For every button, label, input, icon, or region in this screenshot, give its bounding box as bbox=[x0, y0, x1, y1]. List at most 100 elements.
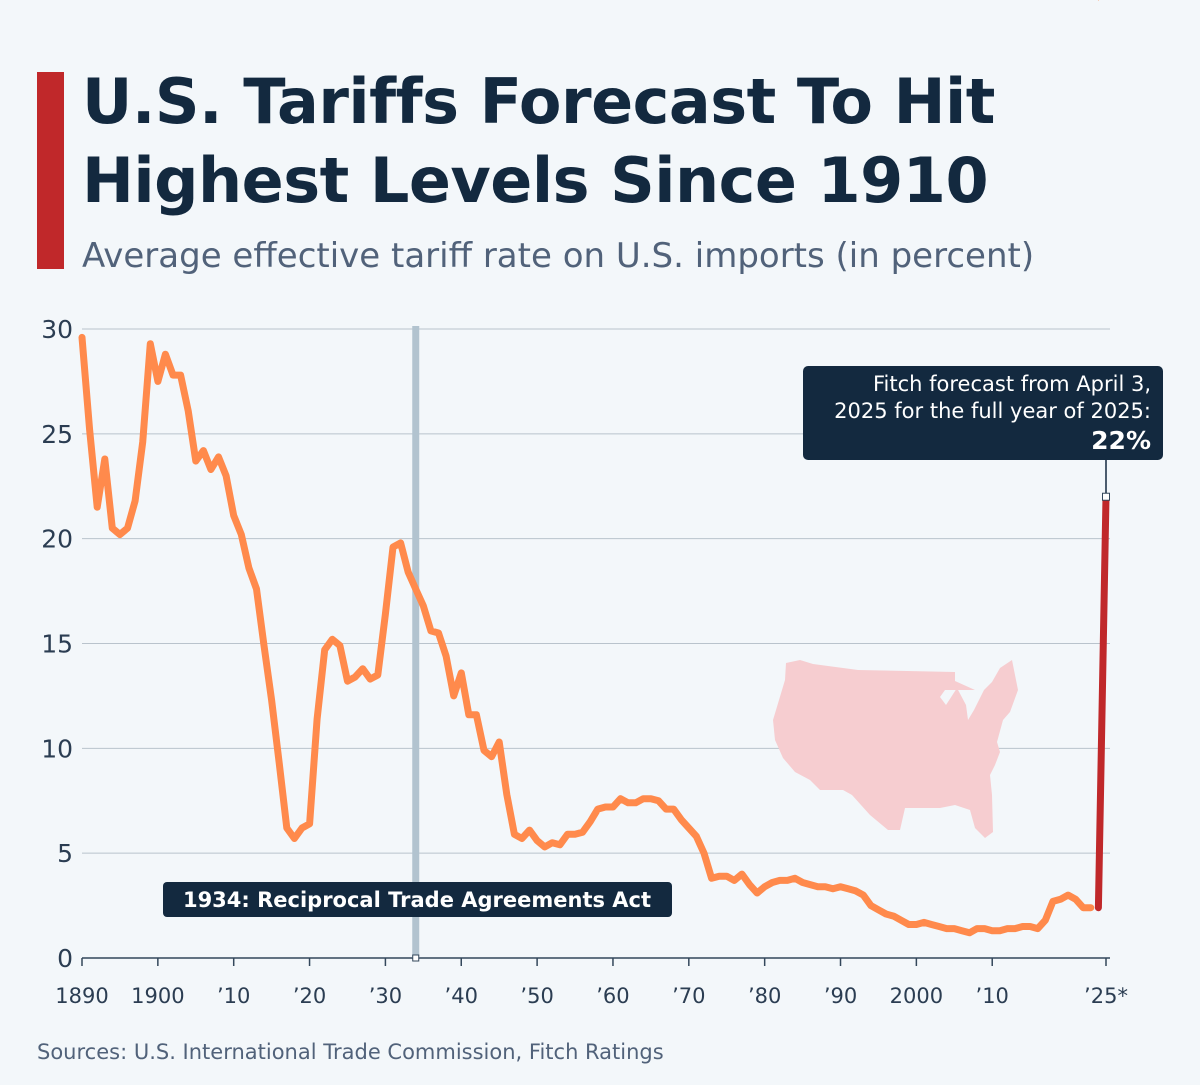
data-point-1982 bbox=[779, 879, 781, 881]
data-point-2006 bbox=[961, 930, 963, 932]
data-point-1996 bbox=[885, 913, 887, 915]
data-point-1957 bbox=[589, 821, 591, 823]
source-note: Sources: U.S. International Trade Commis… bbox=[37, 1040, 664, 1064]
chart-title-line-2: Highest Levels Since 1910 bbox=[82, 144, 989, 217]
data-point-1953 bbox=[559, 844, 561, 846]
data-point-1967 bbox=[665, 808, 667, 810]
data-point-1959 bbox=[604, 806, 606, 808]
event-label-text: 1934: Reciprocal Trade Agreements Act bbox=[183, 888, 651, 912]
x-tick-label-1980: ’80 bbox=[748, 984, 781, 1008]
data-point-1971 bbox=[695, 835, 697, 837]
x-tick-label-2000: 2000 bbox=[890, 984, 943, 1008]
data-point-2001 bbox=[923, 921, 925, 923]
data-point-1901 bbox=[164, 353, 166, 355]
data-point-1909 bbox=[225, 475, 227, 477]
data-point-1913 bbox=[255, 588, 257, 590]
data-point-1898 bbox=[142, 441, 144, 443]
data-point-1904 bbox=[187, 410, 189, 412]
data-point-1969 bbox=[680, 819, 682, 821]
data-point-1942 bbox=[475, 714, 477, 716]
y-tick-label-15: 15 bbox=[41, 630, 73, 659]
data-point-1916 bbox=[278, 762, 280, 764]
historical-series-line bbox=[78, 333, 1095, 937]
data-point-2002 bbox=[931, 923, 933, 925]
data-point-1920 bbox=[309, 823, 311, 825]
x-tick-label-1990: ’90 bbox=[824, 984, 857, 1008]
data-point-1924 bbox=[339, 645, 341, 647]
data-point-2024 bbox=[1097, 0, 1099, 1]
data-point-1911 bbox=[240, 533, 242, 535]
data-point-1945 bbox=[498, 741, 500, 743]
data-point-1947 bbox=[513, 833, 515, 835]
data-point-1983 bbox=[786, 879, 788, 881]
data-point-1964 bbox=[642, 798, 644, 800]
data-point-1968 bbox=[673, 808, 675, 810]
data-point-2004 bbox=[946, 928, 948, 930]
data-point-1950 bbox=[536, 840, 538, 842]
data-point-1954 bbox=[566, 833, 568, 835]
data-point-2022 bbox=[1082, 907, 1084, 909]
y-axis-ticks: 0 5 10 15 20 25 30 bbox=[41, 315, 73, 973]
data-point-1974 bbox=[718, 875, 720, 877]
data-point-1980 bbox=[764, 886, 766, 888]
data-point-2007 bbox=[968, 932, 970, 934]
x-axis-ticks: 1890 1900 ’10 ’20 ’30 ’40 ’50 ’60 ’70 ’80 ’90 2000 ’… bbox=[55, 958, 1128, 1008]
data-point-1925 bbox=[346, 680, 348, 682]
data-point-1948 bbox=[521, 837, 523, 839]
data-point-1998 bbox=[900, 919, 902, 921]
data-point-1938 bbox=[445, 655, 447, 657]
data-point-2003 bbox=[938, 926, 940, 928]
data-point-1966 bbox=[657, 800, 659, 802]
data-point-1981 bbox=[771, 882, 773, 884]
data-point-1956 bbox=[582, 831, 584, 833]
data-point-1961 bbox=[620, 798, 622, 800]
x-tick-label-1930: ’30 bbox=[369, 984, 402, 1008]
data-point-2000 bbox=[915, 923, 917, 925]
data-point-1919 bbox=[301, 827, 303, 829]
forecast-point-marker bbox=[1102, 492, 1110, 501]
data-point-2023 bbox=[1090, 907, 1092, 909]
data-point-2020 bbox=[1067, 894, 1069, 896]
data-point-1972 bbox=[703, 852, 705, 854]
data-point-1935 bbox=[422, 605, 424, 607]
data-point-1939 bbox=[453, 695, 455, 697]
data-point-2019 bbox=[1059, 898, 1061, 900]
data-point-1896 bbox=[127, 527, 129, 529]
data-point-1949 bbox=[529, 829, 531, 831]
x-tick-label-1910: ’10 bbox=[217, 984, 250, 1008]
forecast-series-line bbox=[1094, 493, 1110, 912]
y-tick-label-20: 20 bbox=[41, 525, 73, 554]
data-point-1923 bbox=[331, 638, 333, 640]
data-point-1979 bbox=[756, 892, 758, 894]
data-point-1986 bbox=[809, 884, 811, 886]
x-tick-label-1940: ’40 bbox=[445, 984, 478, 1008]
data-point-1894 bbox=[111, 527, 113, 529]
y-tick-label-5: 5 bbox=[57, 839, 73, 868]
data-point-1995 bbox=[877, 909, 879, 911]
data-point-1892 bbox=[96, 506, 98, 508]
data-point-2014 bbox=[1022, 926, 1024, 928]
chart-subtitle: Average effective tariff rate on U.S. im… bbox=[82, 236, 1035, 276]
data-point-1903 bbox=[180, 374, 182, 376]
data-point-1952 bbox=[551, 842, 553, 844]
data-point-1965 bbox=[650, 798, 652, 800]
data-point-1975 bbox=[726, 875, 728, 877]
data-point-1988 bbox=[824, 886, 826, 888]
data-point-2018 bbox=[1052, 900, 1054, 902]
data-point-1990 bbox=[840, 886, 842, 888]
data-point-1999 bbox=[908, 923, 910, 925]
data-point-2015 bbox=[1029, 926, 1031, 928]
series-lines bbox=[78, 0, 1110, 937]
data-point-1899 bbox=[149, 343, 151, 345]
data-point-1893 bbox=[104, 458, 106, 460]
forecast-callout-line-2: 2025 for the full year of 2025: bbox=[834, 399, 1151, 423]
data-point-1922 bbox=[324, 649, 326, 651]
data-point-1910 bbox=[233, 515, 235, 517]
x-tick-label-2010: ’10 bbox=[976, 984, 1009, 1008]
x-tick-label-1890: 1890 bbox=[55, 984, 108, 1008]
chart-title: U.S. Tariffs Forecast To Hit Highest Lev… bbox=[82, 62, 1162, 220]
title-accent-bar bbox=[37, 72, 64, 269]
x-tick-label-2025: ’25* bbox=[1084, 984, 1128, 1008]
data-point-1937 bbox=[438, 632, 440, 634]
